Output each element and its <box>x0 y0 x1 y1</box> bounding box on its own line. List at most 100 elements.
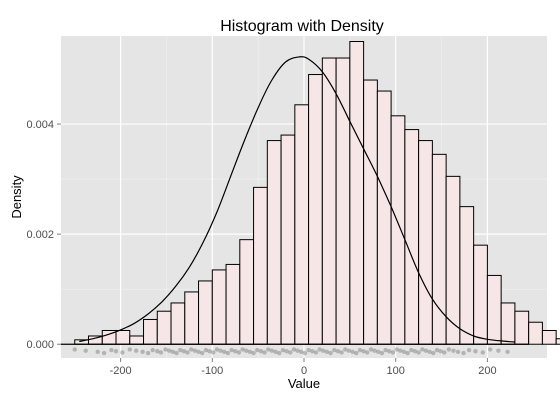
rug-point <box>247 349 253 355</box>
rug-point <box>379 350 385 356</box>
rug-point <box>101 350 107 356</box>
rug-point <box>133 348 139 353</box>
histogram-bar <box>170 302 186 345</box>
rug-point <box>317 347 322 352</box>
rug-point <box>225 350 231 356</box>
rug-point <box>306 347 311 353</box>
histogram-bar <box>528 321 543 345</box>
rug-point <box>262 350 267 355</box>
rug-point <box>394 347 399 352</box>
histogram-bar <box>143 318 158 345</box>
rug-point <box>222 349 227 355</box>
rug-point <box>423 348 429 353</box>
density-curve <box>79 56 515 343</box>
rug-point <box>405 350 410 356</box>
y-tick-label: 0.004 <box>26 119 54 131</box>
rug-point <box>258 349 264 354</box>
histogram-bar <box>376 90 392 345</box>
histogram-bar <box>211 269 227 345</box>
x-tick-label: -200 <box>110 365 132 377</box>
histogram-bar <box>404 129 420 345</box>
x-tick-label: -100 <box>201 365 223 377</box>
rug-point <box>398 348 403 353</box>
rug-point <box>390 350 396 355</box>
rug-point <box>434 347 440 353</box>
rug-point <box>189 347 194 352</box>
rug-point <box>288 350 293 355</box>
x-axis-ticks: -200 -100 0 100 200 <box>110 358 497 377</box>
x-axis-label: Value <box>288 376 320 391</box>
y-axis-label: Density <box>9 175 24 219</box>
rug-point <box>299 349 304 355</box>
rug-point <box>109 347 114 353</box>
histogram-bar <box>198 280 213 345</box>
rug-point <box>120 350 125 355</box>
rug-point <box>192 348 198 353</box>
rug-point <box>339 350 344 355</box>
histogram-bar <box>349 41 365 345</box>
rug-point <box>95 349 100 355</box>
rug-point <box>324 349 330 355</box>
histogram-bars <box>74 41 560 345</box>
y-tick-label: 0.000 <box>26 339 54 351</box>
rug-point <box>383 347 388 353</box>
rug-point <box>211 350 216 355</box>
histogram-bar <box>280 134 296 345</box>
rug-point <box>277 350 282 356</box>
histogram-bar <box>541 329 557 345</box>
y-tick-label: 0.002 <box>26 229 54 241</box>
rug-point <box>401 349 407 355</box>
chart-title: Histogram with Density <box>220 18 384 35</box>
rug-point <box>455 349 461 355</box>
rug-point <box>83 348 88 353</box>
x-tick-label: 100 <box>387 365 405 377</box>
rug-point <box>196 349 201 355</box>
rug-point <box>158 350 164 355</box>
rug-point <box>155 349 160 354</box>
rug-point <box>291 347 297 352</box>
rug-point <box>461 350 466 356</box>
rug-point <box>357 347 363 353</box>
rug-point <box>203 347 209 353</box>
y-axis-ticks: 0.000 0.002 0.004 <box>26 119 61 351</box>
rug-point <box>236 350 242 355</box>
histogram-bar <box>321 57 337 345</box>
rug-point <box>487 347 493 352</box>
x-tick-label: 200 <box>478 365 496 377</box>
rug-point <box>269 348 275 353</box>
rug-point <box>416 350 421 355</box>
histogram-bar <box>514 310 530 345</box>
histogram-bar <box>129 335 145 345</box>
rug-point <box>368 347 374 352</box>
rug-point <box>174 350 179 356</box>
rug-point <box>170 349 176 355</box>
histogram-bar <box>459 206 475 345</box>
x-tick-label: 0 <box>301 365 307 377</box>
histogram-bar <box>115 329 131 345</box>
rug-point <box>181 349 187 354</box>
rug-point <box>273 349 278 355</box>
rug-point <box>284 349 289 354</box>
rug-point <box>376 349 381 355</box>
rug-point <box>140 349 145 355</box>
histogram-bar <box>431 153 447 345</box>
rug-point <box>72 347 77 352</box>
rug-point <box>240 347 245 352</box>
rug-point <box>113 349 119 354</box>
rug-point <box>431 350 436 356</box>
histogram-bar <box>266 140 282 345</box>
rug-point <box>354 350 359 356</box>
rug-point <box>178 347 183 353</box>
rug-point <box>412 349 418 354</box>
rug-point <box>266 347 271 352</box>
histogram-bar <box>473 244 488 345</box>
rug-point <box>321 348 326 353</box>
rug-point <box>214 347 220 352</box>
histogram-bar <box>555 338 560 345</box>
rug-point <box>185 350 190 355</box>
rug-point <box>233 349 238 354</box>
rug-point <box>167 348 172 353</box>
rug-point <box>466 347 472 353</box>
histogram-bar <box>500 302 516 345</box>
